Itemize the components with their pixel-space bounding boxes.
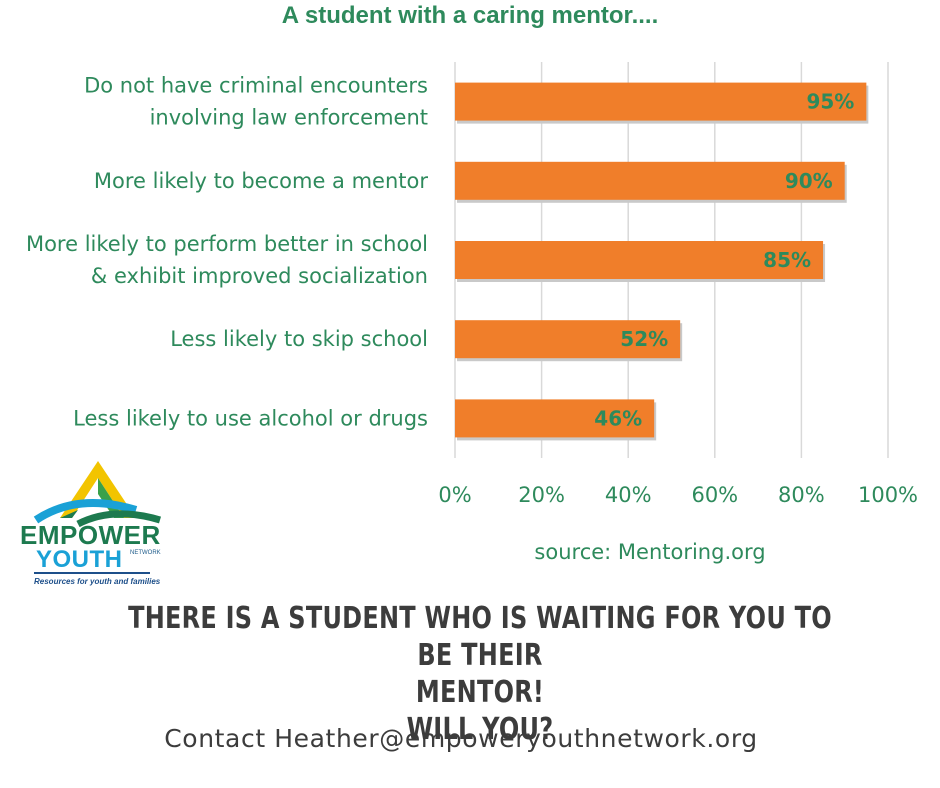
- category-label: Less likely to use alcohol or drugs: [73, 406, 428, 430]
- bar: [455, 320, 681, 359]
- logo-tagline: Resources for youth and families: [34, 577, 161, 586]
- category-labels: Do not have criminal encounters involving…: [26, 74, 428, 431]
- logo-empower-text: EMPOWER: [20, 520, 161, 550]
- bar: [455, 161, 845, 200]
- data-label: 46%: [594, 406, 642, 430]
- cta-line-2: MENTOR!: [415, 675, 545, 710]
- logo-underline: [34, 572, 150, 574]
- data-label: 90%: [785, 169, 833, 193]
- x-tick-label: 80%: [778, 483, 825, 507]
- cta-line-1: THERE IS A STUDENT WHO IS WAITING FOR YO…: [128, 601, 832, 673]
- category-label: More likely to become a mentor: [94, 169, 428, 193]
- logo: EMPOWER YOUTH NETWORK Resources for yout…: [18, 458, 178, 588]
- tick-labels: 0% 20% 40% 60% 80% 100%: [438, 483, 918, 507]
- bar-chart: 95% 90% 85% 52% 46% Do not have criminal enc…: [26, 62, 918, 507]
- category-label: Do not have criminal encounters involving…: [84, 74, 428, 130]
- x-tick-label: 0%: [438, 483, 471, 507]
- contact-text: Contact Heather@empoweryouthnetwork.org: [164, 724, 758, 753]
- logo-youth-text: YOUTH: [36, 546, 123, 573]
- data-label: 95%: [806, 90, 854, 114]
- logo-mountain-icon: [33, 461, 161, 528]
- x-tick-label: 20%: [518, 483, 565, 507]
- x-tick-label: 100%: [858, 483, 918, 507]
- bar: [455, 82, 867, 121]
- category-label: Less likely to skip school: [170, 327, 428, 351]
- x-tick-label: 40%: [605, 483, 652, 507]
- bar: [455, 241, 824, 279]
- bar: [455, 399, 655, 438]
- x-tick-label: 60%: [691, 483, 738, 507]
- cta-line-3: WILL YOU?: [406, 712, 554, 747]
- category-label: More likely to perform better in school &…: [26, 232, 428, 288]
- source-text: source: Mentoring.org: [534, 540, 766, 564]
- logo-network-text: NETWORK: [130, 550, 161, 556]
- data-label: 85%: [763, 248, 811, 272]
- call-to-action: THERE IS A STUDENT WHO IS WAITING FOR YO…: [128, 600, 832, 748]
- chart-title: A student with a caring mentor....: [281, 2, 659, 29]
- data-label: 52%: [620, 327, 668, 351]
- bars: 95% 90% 85% 52% 46%: [455, 82, 869, 441]
